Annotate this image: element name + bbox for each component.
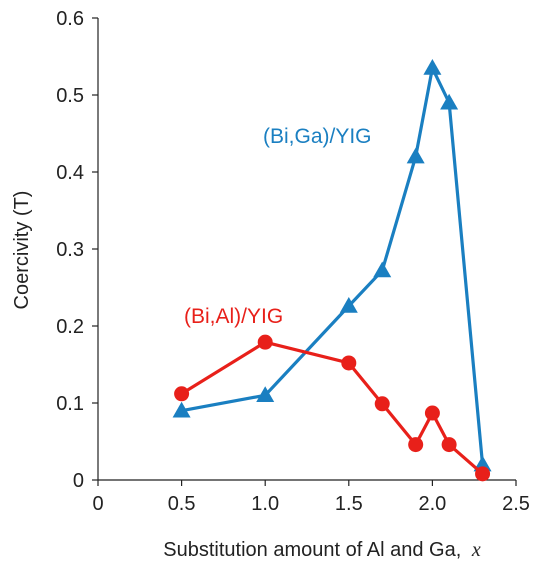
x-tick-label: 0 bbox=[92, 493, 103, 515]
y-axis-ticks: 0 0.1 0.2 0.3 0.4 0.5 0.6 bbox=[56, 8, 98, 492]
data-point-circle bbox=[424, 405, 440, 421]
y-tick-label: 0.3 bbox=[56, 239, 84, 261]
data-point-triangle bbox=[373, 261, 392, 278]
data-point-circle bbox=[257, 334, 273, 350]
x-tick-label: 1.5 bbox=[335, 493, 363, 515]
y-tick-label: 0.5 bbox=[56, 85, 84, 107]
data-point-circle bbox=[341, 355, 357, 371]
data-point-triangle bbox=[423, 59, 442, 75]
data-point-triangle bbox=[406, 147, 425, 164]
x-axis-ticks: 0 0.5 1.0 1.5 2.0 2.5 bbox=[92, 480, 530, 515]
x-tick-label: 1.0 bbox=[251, 493, 279, 515]
axes bbox=[97, 18, 516, 481]
data-point-circle bbox=[408, 437, 424, 453]
data-point-circle bbox=[174, 386, 190, 402]
data-point-triangle bbox=[339, 296, 358, 313]
x-axis-variable: x bbox=[471, 539, 481, 561]
x-tick-label: 0.5 bbox=[168, 493, 196, 515]
series-layer bbox=[172, 59, 492, 482]
y-axis-title: Coercivity (T) bbox=[11, 191, 33, 310]
data-point-triangle bbox=[473, 455, 492, 472]
y-tick-label: 0 bbox=[73, 470, 84, 492]
series-label-bi-ga: (Bi,Ga)/YIG bbox=[263, 125, 372, 148]
series-bi-al bbox=[174, 334, 491, 482]
data-point-triangle bbox=[172, 401, 191, 418]
data-point-circle bbox=[441, 437, 457, 453]
y-tick-label: 0.1 bbox=[56, 393, 84, 415]
y-tick-label: 0.2 bbox=[56, 316, 84, 338]
x-axis-title: Substitution amount of Al and Ga, bbox=[163, 539, 461, 561]
series-line bbox=[181, 66, 485, 465]
series-bi-ga bbox=[172, 59, 492, 472]
x-axis-title-group: Substitution amount of Al and Ga, x bbox=[163, 539, 481, 561]
data-point-triangle bbox=[440, 93, 459, 110]
data-point-circle bbox=[374, 396, 390, 412]
x-tick-label: 2.0 bbox=[418, 493, 446, 515]
data-point-triangle bbox=[256, 386, 275, 403]
data-point-circle bbox=[475, 466, 491, 482]
y-tick-label: 0.4 bbox=[56, 162, 84, 184]
y-tick-label: 0.6 bbox=[56, 8, 84, 30]
series-label-bi-al: (Bi,Al)/YIG bbox=[184, 305, 283, 328]
x-tick-label: 2.5 bbox=[502, 493, 530, 515]
